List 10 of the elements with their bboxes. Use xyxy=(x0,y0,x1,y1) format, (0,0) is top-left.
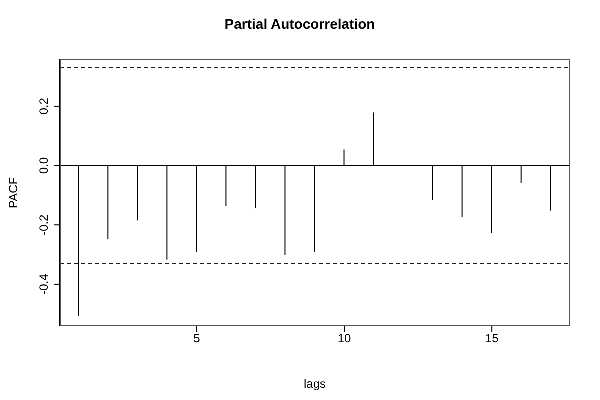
x-tick-label: 5 xyxy=(194,332,201,346)
x-tick-label: 10 xyxy=(338,332,352,346)
y-tick-label: -0.2 xyxy=(37,214,51,236)
y-tick-label: 0.0 xyxy=(37,157,51,174)
x-axis-title: lags xyxy=(304,377,326,391)
y-tick-label: 0.2 xyxy=(37,98,51,115)
chart-title: Partial Autocorrelation xyxy=(224,16,376,32)
y-tick-label: -0.4 xyxy=(37,274,51,295)
x-tick-label: 15 xyxy=(485,332,500,346)
y-axis-title: PACF xyxy=(7,176,21,208)
